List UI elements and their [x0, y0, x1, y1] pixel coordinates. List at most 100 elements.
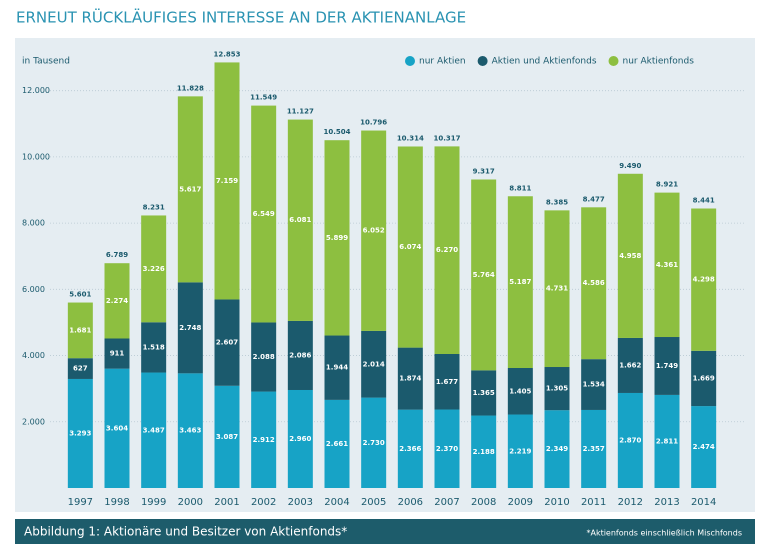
value-label: 1.944	[326, 364, 348, 372]
bar-segment	[67, 302, 93, 359]
value-label: 2.357	[583, 445, 605, 453]
x-tick-label: 2005	[361, 497, 386, 508]
bar-segment	[507, 196, 533, 369]
legend-label: nur Aktien	[419, 57, 466, 67]
caption-bar	[15, 519, 755, 544]
value-label: 1.662	[619, 361, 641, 369]
y-tick-label: 10.000	[22, 152, 50, 161]
bar-segment	[434, 146, 460, 354]
chart-title: ERNEUT RÜCKLÄUFIGES INTERESSE AN DER AKT…	[16, 8, 466, 27]
y-tick-label: 4.000	[22, 351, 45, 360]
value-label: 3.226	[143, 265, 165, 273]
value-label: 1.749	[656, 362, 678, 370]
x-tick-label: 1997	[68, 497, 93, 508]
bar-segment	[691, 406, 717, 488]
total-label: 8.811	[509, 184, 531, 192]
bar-segment	[617, 392, 643, 488]
value-label: 1.534	[583, 381, 605, 389]
value-label: 2.366	[399, 445, 421, 453]
bar-segment	[507, 368, 533, 415]
value-label: 2.188	[473, 448, 495, 456]
bar-segment	[617, 173, 643, 338]
y-tick-label: 12.000	[22, 86, 50, 95]
total-label: 8.921	[656, 181, 678, 189]
total-label: 9.490	[619, 162, 641, 170]
x-tick-label: 2013	[654, 497, 679, 508]
value-label: 6.074	[399, 243, 421, 251]
total-label: 11.549	[250, 94, 277, 102]
caption: Abbildung 1: Aktionäre und Besitzer von …	[24, 525, 347, 539]
x-tick-label: 2008	[471, 497, 496, 508]
bar-segment	[324, 140, 350, 336]
value-label: 4.586	[583, 279, 605, 287]
bar-segment	[287, 389, 313, 488]
value-label: 1.518	[143, 343, 165, 351]
bar-segment	[654, 337, 680, 395]
value-label: 911	[110, 350, 125, 358]
bar-segment	[104, 338, 130, 369]
value-label: 3.604	[106, 424, 128, 432]
value-label: 2.661	[326, 440, 348, 448]
bar-segment	[104, 263, 130, 339]
value-label: 7.159	[216, 177, 238, 185]
bar-segment	[654, 192, 680, 338]
x-tick-label: 2014	[691, 497, 716, 508]
value-label: 2.370	[436, 445, 458, 453]
x-tick-label: 2002	[251, 497, 276, 508]
value-label: 627	[73, 365, 88, 373]
total-label: 5.601	[69, 291, 91, 299]
value-label: 5.617	[179, 185, 201, 193]
bar-segment	[397, 409, 423, 488]
value-label: 2.960	[289, 435, 311, 443]
bar-segment	[471, 370, 497, 416]
bar-segment	[434, 353, 460, 410]
value-label: 1.681	[69, 326, 91, 334]
total-label: 8.477	[583, 195, 605, 203]
bar-segment	[214, 299, 240, 386]
bar-segment	[177, 96, 203, 283]
value-label: 2.088	[253, 353, 275, 361]
value-label: 2.086	[289, 351, 311, 359]
total-label: 11.127	[287, 108, 314, 116]
value-label: 1.365	[473, 389, 495, 397]
bar-segment	[617, 337, 643, 393]
value-label: 1.669	[693, 374, 715, 382]
total-label: 10.317	[433, 134, 460, 142]
bar-segment	[361, 330, 387, 398]
bar-segment	[141, 215, 167, 323]
value-label: 4.361	[656, 261, 678, 269]
value-label: 1.874	[399, 375, 421, 383]
bar-segment	[104, 368, 130, 488]
bar-segment	[581, 207, 607, 360]
bar-segment	[251, 322, 277, 392]
bar-segment	[434, 409, 460, 488]
x-tick-label: 1999	[141, 497, 166, 508]
bar-segment	[67, 358, 93, 379]
bar-segment	[251, 105, 277, 323]
total-label: 8.441	[693, 197, 715, 205]
value-label: 3.463	[179, 427, 201, 435]
value-label: 1.677	[436, 378, 458, 386]
value-label: 2.349	[546, 445, 568, 453]
bar-segment	[67, 378, 93, 488]
bar-segment	[471, 415, 497, 488]
total-label: 11.828	[177, 84, 204, 92]
y-tick-label: 2.000	[22, 417, 45, 426]
bar-segment	[324, 335, 350, 400]
y-tick-label: 8.000	[22, 219, 45, 228]
value-label: 1.305	[546, 385, 568, 393]
y-axis-label: in Tausend	[22, 57, 70, 67]
value-label: 3.293	[69, 429, 91, 437]
total-label: 9.317	[473, 168, 495, 176]
bar-segment	[214, 62, 240, 300]
x-tick-label: 2003	[288, 497, 313, 508]
bar-segment	[507, 414, 533, 488]
value-label: 2.274	[106, 297, 128, 305]
total-label: 10.314	[397, 134, 424, 142]
total-label: 8.231	[143, 203, 165, 211]
bar-segment	[397, 146, 423, 348]
value-label: 2.870	[619, 436, 641, 444]
bar-segment	[177, 373, 203, 488]
bar-segment	[287, 320, 313, 390]
total-label: 10.796	[360, 119, 387, 127]
